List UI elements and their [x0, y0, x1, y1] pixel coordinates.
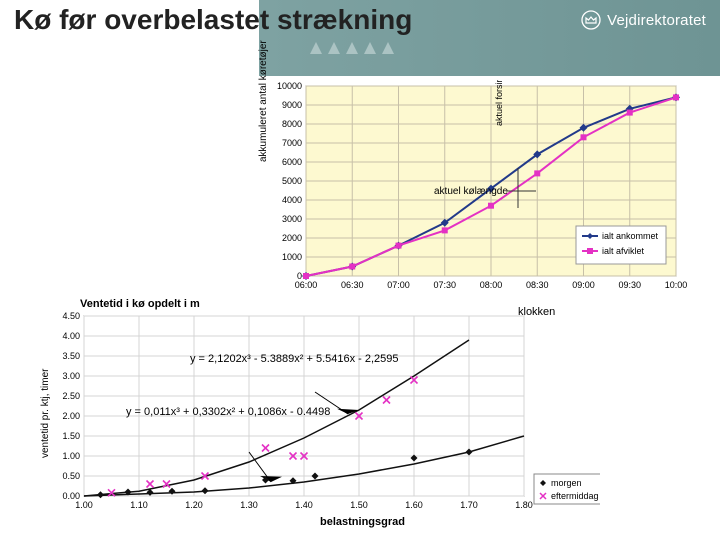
svg-text:4.00: 4.00: [62, 331, 80, 341]
header-triangles: [310, 32, 510, 72]
svg-text:eftermiddag: eftermiddag: [551, 491, 599, 501]
svg-text:1.00: 1.00: [62, 451, 80, 461]
svg-text:07:30: 07:30: [433, 280, 456, 290]
svg-text:07:00: 07:00: [387, 280, 410, 290]
svg-text:1.00: 1.00: [75, 500, 93, 508]
svg-text:ialt afviklet: ialt afviklet: [602, 246, 645, 256]
chart1-ylabel: akkumuleret antal køretøjer: [258, 40, 269, 162]
svg-text:5000: 5000: [282, 176, 302, 186]
svg-text:2.00: 2.00: [62, 411, 80, 421]
svg-text:1000: 1000: [282, 252, 302, 262]
svg-text:1.40: 1.40: [295, 500, 313, 508]
svg-text:10:00: 10:00: [665, 280, 688, 290]
svg-text:1.50: 1.50: [62, 431, 80, 441]
chart2-title: Ventetid i kø opdelt i m: [80, 298, 200, 310]
svg-text:3.50: 3.50: [62, 351, 80, 361]
svg-text:2.50: 2.50: [62, 391, 80, 401]
chart-ventetid: Ventetid i kø opdelt i m ventetid pr. kt…: [40, 298, 580, 530]
svg-text:09:30: 09:30: [618, 280, 641, 290]
svg-text:9000: 9000: [282, 100, 302, 110]
svg-text:08:00: 08:00: [480, 280, 503, 290]
svg-text:aktuel kølængde: aktuel kølængde: [434, 186, 508, 197]
chart2-eq2: y = 0,011x³ + 0,3302x² + 0,1086x - 0.449…: [126, 406, 330, 418]
svg-text:0.50: 0.50: [62, 471, 80, 481]
svg-text:1.60: 1.60: [405, 500, 423, 508]
chart-cumulative: akkumuleret antal køretøjer 010002000300…: [258, 80, 710, 320]
svg-text:morgen: morgen: [551, 478, 582, 488]
svg-text:08:30: 08:30: [526, 280, 549, 290]
svg-text:06:30: 06:30: [341, 280, 364, 290]
svg-text:1.70: 1.70: [460, 500, 478, 508]
chart2-svg: 0.000.501.001.502.002.503.003.504.004.50…: [40, 298, 600, 508]
svg-text:ialt ankommet: ialt ankommet: [602, 231, 659, 241]
svg-text:8000: 8000: [282, 119, 302, 129]
brand-logo: Vejdirektoratet: [581, 10, 706, 30]
svg-text:4.50: 4.50: [62, 311, 80, 321]
svg-text:4000: 4000: [282, 195, 302, 205]
chart1-svg: 0100020003000400050006000700080009000100…: [258, 80, 710, 305]
svg-text:10000: 10000: [277, 81, 302, 91]
svg-text:1.50: 1.50: [350, 500, 368, 508]
brand-label: Vejdirektoratet: [607, 12, 706, 29]
svg-text:aktuel forsinkelse: aktuel forsinkelse: [494, 80, 504, 126]
svg-text:3000: 3000: [282, 214, 302, 224]
svg-text:1.30: 1.30: [240, 500, 258, 508]
svg-text:2000: 2000: [282, 233, 302, 243]
chart2-ylabel: ventetid pr. ktj, timer: [40, 369, 51, 458]
svg-text:7000: 7000: [282, 138, 302, 148]
chart2-xlabel: belastningsgrad: [320, 516, 405, 528]
crown-icon: [581, 10, 601, 30]
svg-text:09:00: 09:00: [572, 280, 595, 290]
header-bar: Kø før overbelastet strækning Vejdirekto…: [0, 0, 720, 76]
svg-text:3.00: 3.00: [62, 371, 80, 381]
svg-text:6000: 6000: [282, 157, 302, 167]
svg-text:1.20: 1.20: [185, 500, 203, 508]
chart2-eq1: y = 2,1202x³ - 5.3889x² + 5.5416x - 2,25…: [190, 353, 399, 365]
svg-text:1.10: 1.10: [130, 500, 148, 508]
svg-text:06:00: 06:00: [295, 280, 318, 290]
svg-text:1.80: 1.80: [515, 500, 533, 508]
